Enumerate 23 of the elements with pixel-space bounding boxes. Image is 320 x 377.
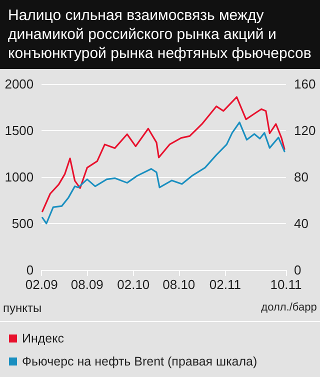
y-axis-title: пункты <box>2 301 42 315</box>
y-tick-label: 2000 <box>4 76 34 92</box>
y-tick-label: 0 <box>26 262 34 278</box>
y2-tick-label: 0 <box>294 262 302 278</box>
y2-tick-label: 160 <box>294 76 316 92</box>
y2-tick-label: 40 <box>294 216 308 231</box>
y-tick-label: 1000 <box>4 170 34 184</box>
line-series <box>42 122 286 224</box>
y-tick-label: 1500 <box>4 123 34 138</box>
y2-axis-title: долл./барр <box>261 302 317 314</box>
y2-tick-label: 120 <box>294 123 316 138</box>
legend-label: Фьючерс на нефть Brent (правая шкала) <box>22 354 258 368</box>
legend-label: Индекс <box>22 332 64 346</box>
x-tick-label: 02.09 <box>25 277 58 292</box>
y2-tick-label: 80 <box>294 170 308 184</box>
x-tick-label: 08.10 <box>162 277 196 292</box>
x-tick-label: 02.11 <box>209 277 241 292</box>
chart-title: Налицо сильная взаимосвязь между динамикой российского рынка акций и конъюнктурой рынка нефтяных фьючерсов <box>0 0 320 69</box>
x-tick-label: 08.09 <box>70 277 104 292</box>
y-tick-label: 500 <box>12 216 34 231</box>
x-tick-label: 02.10 <box>117 277 150 292</box>
x-tick-label: 10.11 <box>270 277 302 292</box>
line-series <box>42 96 286 212</box>
